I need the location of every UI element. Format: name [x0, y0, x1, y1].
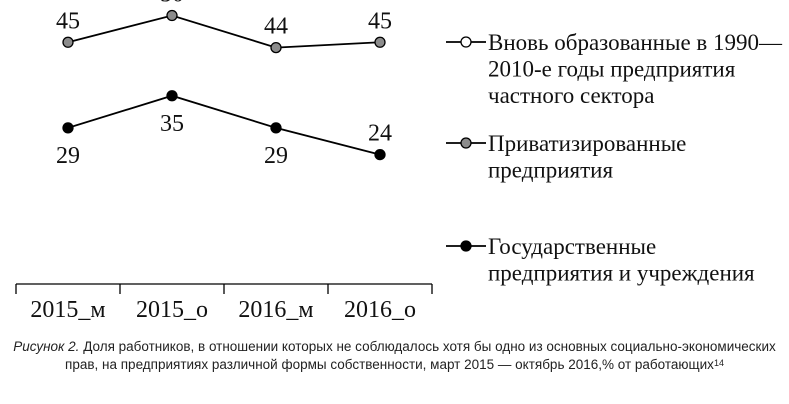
legend-label: Приватизированные	[488, 131, 686, 156]
legend-label: частного сектора	[488, 83, 654, 108]
legend: Вновь образованные в 1990—2010-е годы пр…	[446, 30, 783, 286]
series-line	[67, 94, 381, 156]
x-tick-label: 2015_м	[30, 297, 105, 320]
x-tick-label: 2016_м	[238, 297, 313, 320]
data-point	[374, 36, 386, 48]
x-tick-label: 2015_о	[136, 297, 208, 320]
legend-label: предприятия	[488, 158, 613, 183]
data-label: 29	[264, 143, 288, 169]
data-point	[166, 90, 178, 102]
series-group: 626768664550444529352924	[56, 0, 392, 169]
legend-marker	[460, 137, 472, 149]
data-label: 45	[368, 8, 392, 34]
series-2: 45 50 44 45	[56, 0, 392, 54]
data-label: 29	[56, 143, 80, 169]
caption-footnote: 14	[713, 358, 724, 368]
data-point	[270, 41, 282, 54]
caption-label: Рисунок 2.	[13, 339, 80, 354]
legend-label: 2010-е годы предприятия	[488, 57, 736, 82]
data-label: 50	[160, 0, 184, 8]
legend-marker	[460, 240, 472, 252]
legend-entry-1: Вновь образованные в 1990—2010-е годы пр…	[446, 30, 783, 108]
series-line	[67, 14, 381, 49]
data-point	[374, 148, 386, 161]
legend-label: Государственные	[488, 234, 656, 259]
series-3: 29 35 29 24	[56, 90, 392, 169]
data-point	[166, 9, 178, 22]
data-point	[270, 122, 282, 134]
legend-label: Вновь образованные в 1990—	[488, 30, 783, 55]
legend-label: предприятия и учреждения	[488, 261, 755, 286]
data-label: 45	[56, 8, 80, 34]
data-point	[62, 36, 74, 48]
x-tick-label: 2016_о	[344, 297, 416, 320]
data-label: 24	[368, 121, 392, 147]
caption-text: Доля работников, в отношении которых не …	[65, 339, 776, 372]
data-label: 44	[264, 14, 288, 40]
x-axis: 2015_м 2015_о 2016_м 2016_о	[15, 283, 433, 320]
data-label: 35	[160, 111, 184, 137]
legend-marker	[460, 36, 472, 48]
figure-caption: Рисунок 2. Доля работников, в отношении …	[10, 338, 779, 374]
data-point	[62, 122, 74, 134]
